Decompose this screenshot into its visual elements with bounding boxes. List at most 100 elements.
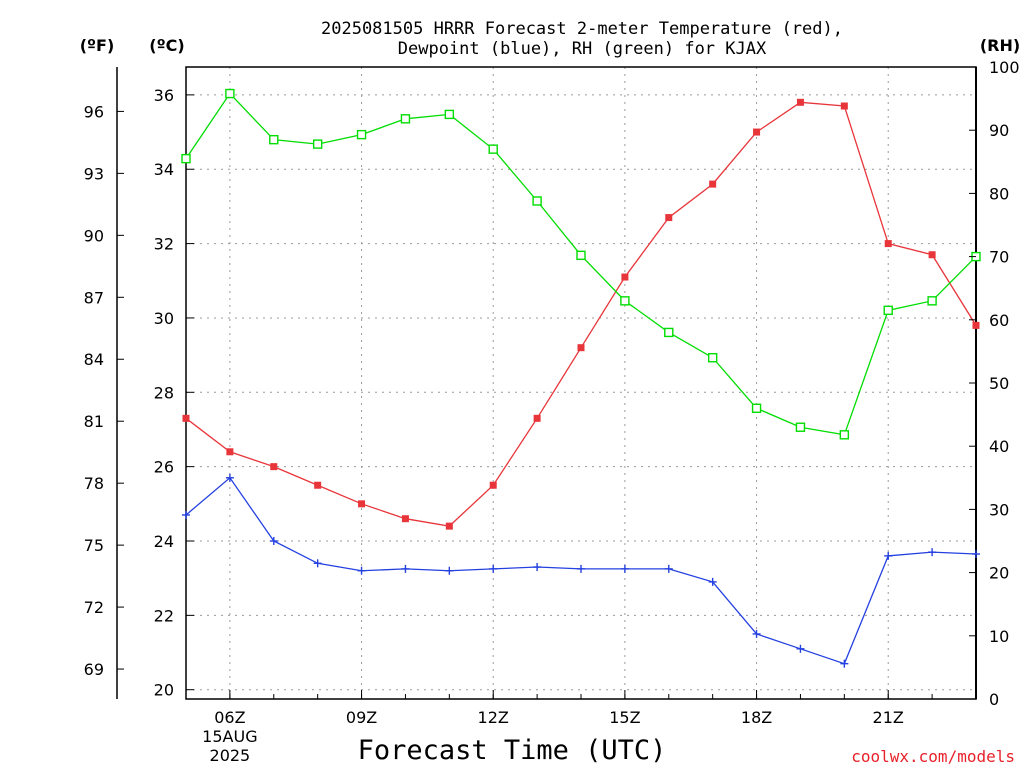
x-tick-sublabel: 2025 [210,746,251,765]
credit-text: coolwx.com/models [851,747,1015,766]
tick-labels: 20 22 24 26 28 30 32 34 36 69 72 75 78 81 84 87 90 93 96 0 1… [84,58,1020,765]
temperature-point [401,515,409,523]
temperature-point [577,344,585,352]
celsius-unit-label: (ºC) [149,36,184,55]
rh-point [576,250,586,261]
dewpoint-point [840,659,849,668]
x-tick-label: 12Z [478,708,509,727]
fahrenheit-tick-label: 81 [84,412,104,431]
rh-tick-label: 80 [989,184,1009,203]
celsius-tick-label: 28 [154,383,174,402]
dewpoint-point [533,563,542,572]
rh-point [356,129,367,140]
dewpoint-point [401,564,410,573]
dewpoint-point [972,550,980,559]
temperature-line [185,101,977,527]
fahrenheit-tick-label: 75 [84,536,104,555]
rh-tick-label: 0 [989,690,999,709]
fahrenheit-tick-label: 87 [84,288,104,307]
chart-title-line-2: Dewpoint (blue), RH (green) for KJAX [398,39,767,59]
temperature-point [884,240,892,248]
dewpoint-point [577,564,585,573]
temperature-point [840,102,848,110]
celsius-tick-label: 26 [154,458,174,477]
x-tick-sublabel: 15AUG [202,727,257,746]
rh-point [312,139,323,149]
rh-point [488,144,498,154]
temperature-point [358,500,366,508]
rh-line [185,92,977,436]
temperature-point [709,180,717,188]
rh-point [444,109,455,120]
temperature-point [270,463,278,471]
dewpoint-point [752,629,761,638]
x-tick-label: 18Z [741,708,772,727]
dewpoint-point [489,564,498,573]
series-group [181,88,981,668]
rh-unit-label: (RH) [980,36,1020,55]
x-tick-label: 15Z [609,708,640,727]
temperature-point [665,214,673,222]
dewpoint-point [796,644,805,653]
plot-frame [185,66,977,700]
dewpoint-point [445,566,454,575]
rh-point [620,296,630,306]
rh-point [664,327,674,338]
celsius-tick-label: 32 [154,235,174,254]
temperature-point [621,273,629,281]
fahrenheit-tick-label: 69 [84,660,104,679]
rh-tick-label: 30 [989,500,1009,519]
rh-tick-label: 10 [989,627,1009,646]
series-temperature [182,98,980,530]
series-dewpoint [182,473,980,668]
rh-point [883,305,893,316]
rh-tick-label: 70 [989,248,1009,267]
dewpoint-point [620,564,629,573]
dewpoint-point [357,566,366,575]
celsius-tick-label: 22 [154,606,174,625]
axes [116,66,977,700]
temperature-point [928,251,936,259]
rh-point [751,403,762,413]
rh-point [181,153,191,164]
rh-tick-label: 90 [989,121,1009,140]
temperature-point [226,448,234,456]
temperature-point [533,414,541,422]
rh-tick-label: 50 [989,374,1009,393]
dewpoint-point [664,564,673,573]
temperature-point [445,522,453,530]
grid-lines [186,67,976,699]
fahrenheit-tick-label: 90 [84,226,104,245]
temperature-point [489,481,497,489]
rh-point [269,134,279,145]
temperature-point [314,481,322,489]
rh-point [927,296,937,306]
fahrenheit-tick-label: 93 [84,164,104,183]
series-rh [181,88,981,440]
dewpoint-point [884,551,893,560]
x-tick-label: 21Z [873,708,904,727]
x-axis-title: Forecast Time (UTC) [358,735,667,766]
dewpoint-point [269,537,278,545]
fahrenheit-tick-label: 84 [84,350,104,369]
rh-tick-label: 100 [989,58,1020,77]
rh-point [400,114,411,124]
temperature-point [972,321,980,329]
celsius-tick-label: 24 [154,532,174,551]
fahrenheit-unit-label: (ºF) [80,36,115,55]
dewpoint-point [182,510,190,519]
fahrenheit-tick-label: 72 [84,598,104,617]
chart-title-line-1: 2025081505 HRRR Forecast 2-meter Tempera… [321,19,843,39]
rh-tick-label: 40 [989,437,1009,456]
rh-point [225,88,235,99]
dewpoint-point [708,577,717,586]
temperature-point [796,98,804,106]
celsius-tick-label: 30 [154,309,174,328]
dewpoint-point [313,559,322,568]
dewpoint-point [225,473,234,482]
x-tick-label: 06Z [214,708,245,727]
dewpoint-point [928,548,937,557]
x-tick-label: 09Z [346,708,377,727]
temperature-point [182,414,190,422]
